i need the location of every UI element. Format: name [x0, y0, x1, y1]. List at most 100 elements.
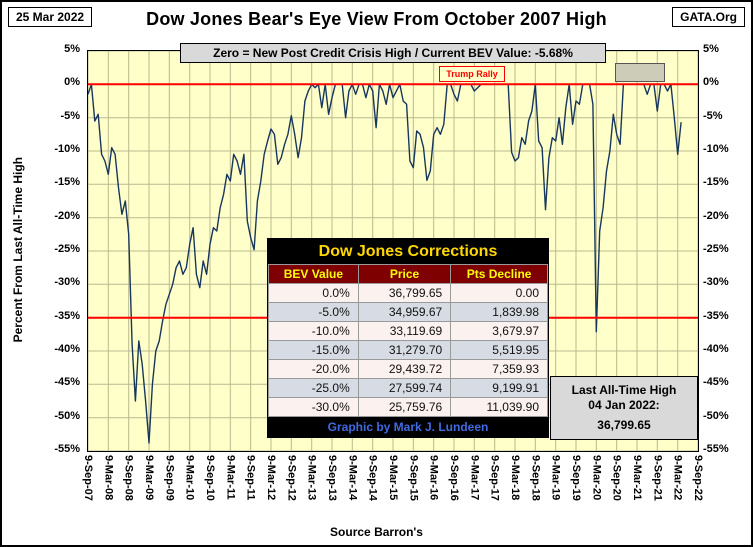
y-tick-label: -25%	[54, 243, 80, 255]
x-tick-label: 9-Mar-22	[671, 455, 684, 501]
header-bev-value: BEV Value	[268, 264, 359, 284]
x-tick-label: 9-Mar-18	[509, 455, 521, 501]
pts-decline-cell: 1,839.98	[450, 302, 548, 322]
y-tick-label: -20%	[703, 209, 729, 222]
y-tick-label: -40%	[703, 343, 729, 355]
last-ath-price: 36,799.65	[597, 418, 651, 432]
corrections-table-footer: Graphic by Mark J. Lundeen	[268, 417, 548, 437]
x-tick-label: 9-Mar-09	[143, 455, 155, 501]
pts-decline-cell: 7,359.93	[450, 359, 548, 379]
bev-series-line	[88, 83, 682, 444]
x-tick-label: 9-Mar-10	[183, 455, 196, 501]
last-ath-line1: Last All-Time High	[571, 383, 677, 397]
y-tick-label: 5%	[703, 43, 719, 55]
x-tick-label: 9-Mar-08	[102, 455, 115, 501]
corrections-table-title: Dow Jones Corrections	[268, 239, 548, 264]
subtitle-box: Zero = New Post Credit Crisis High / Cur…	[180, 43, 606, 63]
y-tick-label: -15%	[703, 176, 729, 189]
price-cell: 33,119.69	[357, 321, 452, 341]
corrections-row: -20.0% 29,439.72 7,359.93	[268, 359, 548, 379]
x-tick-label: 9-Sep-08	[122, 455, 135, 501]
price-cell: 31,279.70	[357, 340, 452, 360]
y-axis-title-wrap: Percent From Last All-Time High	[4, 50, 32, 450]
price-cell: 36,799.65	[357, 283, 452, 303]
x-tick-label: 9-Sep-15	[407, 455, 420, 501]
last-ath-box: Last All-Time High 04 Jan 2022: 36,799.6…	[550, 376, 698, 440]
corrections-row: -5.0% 34,959.67 1,839.98	[268, 302, 548, 322]
bev-value-cell: -10.0%	[268, 321, 359, 341]
y-tick-label: -35%	[703, 309, 729, 322]
y-tick-label: -15%	[54, 176, 80, 189]
corrections-row: -30.0% 25,759.76 11,039.90	[268, 397, 548, 417]
x-tick-label: 9-Sep-16	[448, 455, 460, 501]
top-highlight-box	[615, 63, 665, 82]
corrections-row: -10.0% 33,119.69 3,679.97	[268, 321, 548, 341]
bev-value-cell: -20.0%	[268, 359, 359, 379]
bev-value-cell: 0.0%	[268, 283, 359, 303]
pts-decline-cell: 9,199.91	[450, 378, 548, 398]
pts-decline-cell: 3,679.97	[450, 321, 548, 341]
x-tick-label: 9-Mar-13	[305, 455, 318, 501]
price-cell: 34,959.67	[357, 302, 452, 322]
x-tick-label: 9-Mar-16	[427, 455, 440, 501]
corrections-table-grid: BEV Value Price Pts Decline 0.0% 36,799.6…	[268, 264, 548, 417]
y-axis-title: Percent From Last All-Time High	[11, 157, 25, 343]
x-tick-label: 9-Mar-20	[590, 455, 603, 501]
x-tick-label: 9-Sep-12	[285, 455, 298, 501]
x-tick-label: 9-Mar-21	[631, 455, 643, 501]
x-axis-title: Source Barron's	[330, 525, 423, 539]
y-tick-label: -5%	[703, 109, 723, 122]
y-tick-label: -45%	[703, 376, 729, 389]
x-tick-label: 9-Mar-19	[549, 455, 562, 501]
y-tick-label: -25%	[703, 243, 729, 255]
pts-decline-cell: 0.00	[450, 283, 548, 303]
pts-decline-cell: 5,519.95	[450, 340, 548, 360]
last-ath-line2: 04 Jan 2022:	[588, 398, 660, 412]
pts-decline-cell: 11,039.90	[450, 397, 548, 417]
price-cell: 29,439.72	[357, 359, 452, 379]
y-tick-label: -10%	[54, 143, 80, 155]
y-tick-label: -50%	[54, 409, 80, 422]
y-tick-label: -5%	[60, 109, 80, 122]
x-tick-label: 9-Sep-11	[244, 455, 257, 501]
x-tick-label: 9-Sep-22	[692, 455, 704, 501]
x-tick-label: 9-Sep-17	[488, 455, 501, 501]
x-tick-label: 9-Sep-09	[163, 455, 176, 501]
y-tick-label: 0%	[703, 76, 719, 89]
corrections-header-row: BEV Value Price Pts Decline	[268, 264, 548, 284]
date-badge: 25 Mar 2022	[8, 7, 93, 27]
corrections-row: 0.0% 36,799.65 0.00	[268, 283, 548, 303]
x-tick-label: 9-Sep-14	[366, 455, 379, 501]
x-tick-label: 9-Sep-20	[610, 455, 623, 501]
x-tick-label: 9-Sep-19	[570, 455, 582, 501]
bev-value-cell: -5.0%	[268, 302, 359, 322]
y-tick-label: -55%	[703, 443, 729, 455]
y-tick-label: -35%	[54, 309, 80, 322]
x-tick-label: 9-Mar-15	[387, 455, 399, 501]
gata-logo: GATA.Org	[672, 7, 745, 27]
y-tick-label: -45%	[54, 376, 80, 389]
current-bev-value: -5.68%	[534, 46, 573, 60]
x-tick-label: 9-Mar-14	[346, 455, 359, 501]
y-tick-label: 5%	[64, 43, 80, 55]
corrections-row: -25.0% 27,599.74 9,199.91	[268, 378, 548, 398]
price-cell: 27,599.74	[357, 378, 452, 398]
bev-value-cell: -15.0%	[268, 340, 359, 360]
x-tick-label: 9-Mar-12	[265, 455, 277, 501]
y-tick-label: -20%	[54, 209, 80, 222]
x-tick-label: 9-Mar-17	[468, 455, 481, 501]
x-tick-label: 9-Sep-10	[204, 455, 216, 501]
bev-value-cell: -30.0%	[268, 397, 359, 417]
y-tick-label: -40%	[54, 343, 80, 355]
x-tick-label: 9-Mar-11	[224, 455, 237, 500]
bev-value-cell: -25.0%	[268, 378, 359, 398]
corrections-table: Dow Jones Corrections BEV Value Price Pt…	[267, 238, 549, 438]
price-cell: 25,759.76	[357, 397, 452, 417]
y-tick-label: -10%	[703, 143, 729, 155]
y-tick-label: -30%	[54, 276, 80, 289]
x-tick-label: 9-Sep-13	[326, 455, 338, 501]
x-tick-label: 9-Sep-07	[82, 455, 94, 501]
y-tick-label: -30%	[703, 276, 729, 289]
y-tick-label: -50%	[703, 409, 729, 422]
